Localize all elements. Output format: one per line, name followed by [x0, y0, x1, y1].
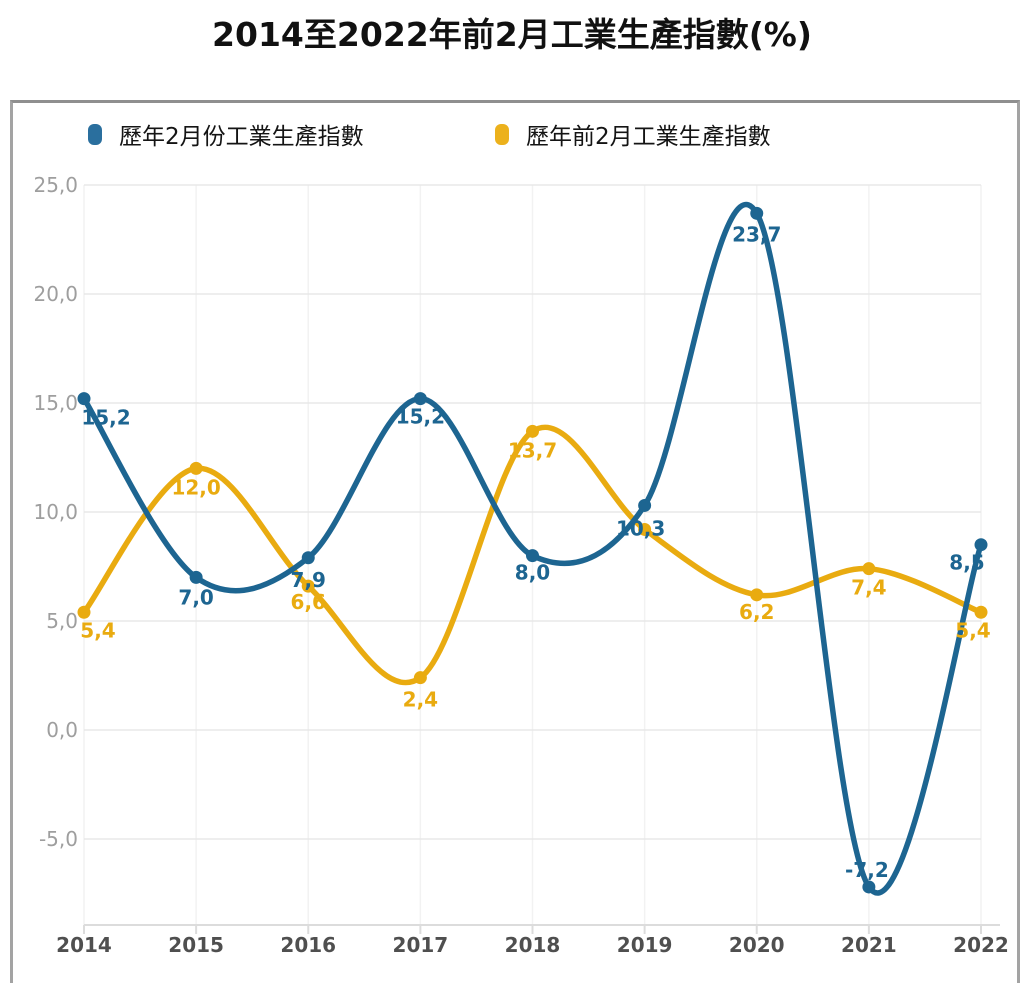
data-point-marker[interactable]: [413, 671, 427, 685]
data-point-marker[interactable]: [189, 570, 203, 584]
legend-swatch-gold: [495, 123, 509, 145]
data-point-marker[interactable]: [413, 392, 427, 406]
data-point-marker[interactable]: [77, 392, 91, 406]
data-point-marker[interactable]: [862, 880, 876, 894]
data-point-marker[interactable]: [526, 424, 539, 438]
data-point-marker[interactable]: [638, 522, 652, 536]
data-point-marker[interactable]: [862, 562, 876, 576]
data-point-marker[interactable]: [301, 579, 315, 593]
data-point-marker[interactable]: [750, 588, 764, 602]
chart-container: [10, 100, 1020, 983]
chart-title: 2014至2022年前2月工業生產指數(%): [212, 15, 812, 54]
data-point-marker[interactable]: [77, 605, 91, 619]
data-point-marker[interactable]: [974, 605, 988, 619]
legend-label-cumulative-index: 歷年前2月工業生產指數: [526, 124, 771, 150]
data-point-marker[interactable]: [750, 206, 764, 220]
data-point-marker[interactable]: [638, 498, 652, 512]
legend-label-feb-index: 歷年2月份工業生產指數: [119, 124, 364, 150]
data-point-marker[interactable]: [189, 461, 203, 475]
data-point-marker[interactable]: [526, 549, 539, 563]
legend-item-cumulative-index[interactable]: 歷年前2月工業生產指數: [495, 120, 771, 150]
legend-item-feb-index[interactable]: 歷年2月份工業生產指數: [88, 120, 364, 150]
data-point-marker[interactable]: [301, 551, 315, 565]
data-point-marker[interactable]: [974, 538, 988, 552]
legend-swatch-blue: [88, 123, 102, 145]
